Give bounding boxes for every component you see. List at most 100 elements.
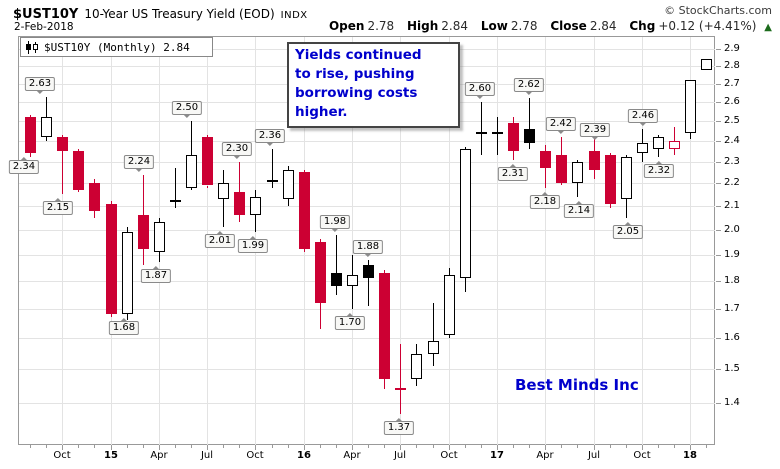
y-axis-label: 2.5 (724, 115, 740, 126)
y-axis-label: 1.7 (724, 303, 740, 314)
candle-wick (626, 199, 627, 218)
x-axis-tick (610, 445, 611, 448)
candle-body (299, 172, 310, 250)
price-label: 2.39 (579, 123, 611, 141)
candle-wick (175, 168, 176, 209)
candle-wick (513, 117, 514, 124)
grid-line-h (19, 230, 715, 231)
price-label: 2.30 (221, 141, 253, 159)
y-axis-tick (716, 281, 721, 282)
candle-body (57, 136, 68, 152)
candle-body (589, 151, 600, 171)
grid-line-h (19, 206, 715, 207)
x-axis-tick (561, 445, 562, 448)
candle-body (685, 80, 696, 133)
y-axis-label: 1.5 (724, 363, 740, 374)
y-axis-tick (716, 206, 721, 207)
x-axis-tick (127, 445, 128, 448)
candle-wick (449, 267, 450, 276)
candle-wick (690, 132, 691, 139)
candle-body (701, 59, 712, 70)
y-axis-tick (716, 49, 721, 50)
candle-wick (143, 249, 144, 265)
candle-wick (159, 217, 160, 223)
candle-body (605, 155, 616, 204)
x-axis-tick (658, 445, 659, 448)
x-axis-tick (368, 445, 369, 448)
x-axis-tick (191, 445, 192, 448)
price-label: 1.70 (334, 312, 366, 330)
candle-wick (111, 201, 112, 204)
x-axis-tick (481, 445, 482, 448)
x-axis-tick (416, 445, 417, 448)
candle-wick (449, 335, 450, 339)
grid-line-h (19, 338, 715, 339)
candle-body (653, 136, 664, 150)
candle-wick (62, 134, 63, 137)
candle-wick (336, 234, 337, 273)
candle-wick (368, 278, 369, 306)
candle-body (218, 183, 229, 199)
y-axis-tick (716, 183, 721, 184)
candle-body (637, 143, 648, 154)
candle-wick (465, 278, 466, 292)
x-axis-tick-major (304, 445, 305, 450)
y-axis-label: 2.0 (724, 224, 740, 235)
candle-body (347, 275, 358, 287)
candle-wick (384, 379, 385, 390)
candle-body (363, 264, 374, 279)
candle-wick (626, 155, 627, 158)
candle-wick (545, 145, 546, 152)
candle-body (122, 232, 133, 315)
candle-wick (46, 136, 47, 141)
y-axis-tick (716, 309, 721, 310)
candle-wick (62, 151, 63, 195)
candle-body (154, 222, 165, 252)
x-axis-tick (465, 445, 466, 448)
x-axis-tick-major (449, 445, 450, 450)
candle-wick (320, 239, 321, 242)
x-axis-tick (288, 445, 289, 448)
open-value: 2.78 (367, 19, 395, 33)
candle-body (250, 196, 261, 216)
chg-value: +0.12 (+4.41%) (658, 19, 757, 33)
candle-wick (674, 149, 675, 156)
candle-wick (255, 189, 256, 197)
price-label: 2.62 (513, 78, 545, 96)
price-label: 2.05 (612, 221, 644, 239)
candle-doji-dash (492, 131, 503, 134)
x-axis-label: Oct (633, 450, 651, 461)
candle-doji-dash (476, 131, 487, 134)
candle-wick (127, 314, 128, 321)
close-value: 2.84 (589, 19, 617, 33)
grid-line-h (19, 309, 715, 310)
high-value: 2.84 (441, 19, 469, 33)
x-axis-tick-major (594, 445, 595, 450)
x-axis-tick (78, 445, 79, 448)
close-label: Close (550, 19, 587, 33)
candle-body (331, 272, 342, 287)
grid-line-v (497, 37, 498, 445)
candle-wick (207, 134, 208, 137)
x-axis-tick (626, 445, 627, 448)
x-axis-tick (94, 445, 95, 448)
candle-body (202, 136, 213, 186)
x-axis-tick (272, 445, 273, 448)
candle-wick (272, 149, 273, 188)
candle-wick (433, 353, 434, 367)
candle-body (621, 157, 632, 199)
grid-line-v (400, 37, 401, 445)
exchange-code: INDX (280, 10, 308, 21)
x-axis-tick-major (255, 445, 256, 450)
candle-wick (191, 121, 192, 156)
candle-wick (320, 302, 321, 330)
x-axis-tick (175, 445, 176, 448)
candle-wick (288, 165, 289, 171)
candle-wick (416, 344, 417, 354)
grid-line-v (62, 37, 63, 445)
candle-wick (46, 96, 47, 118)
grid-line-v (352, 37, 353, 445)
ohlc-quote-row: Open 2.78 High 2.84 Low 2.78 Close 2.84 Chg +… (329, 19, 772, 33)
candle-wick (481, 102, 482, 156)
x-axis-tick-major (159, 445, 160, 450)
